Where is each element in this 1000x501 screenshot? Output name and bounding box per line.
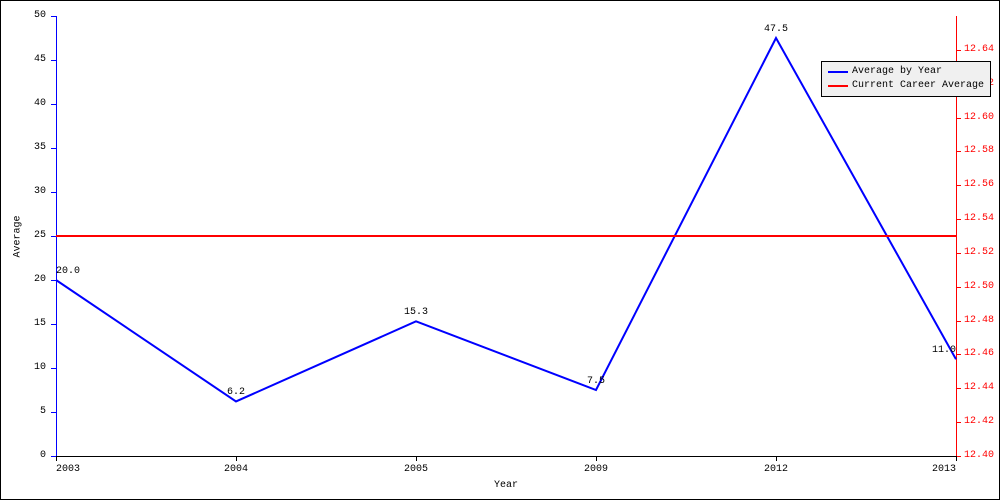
- data-label: 7.5: [587, 376, 605, 387]
- data-label: 47.5: [764, 24, 788, 35]
- legend-item: Current Career Average: [828, 79, 984, 93]
- legend-label: Current Career Average: [852, 79, 984, 93]
- legend-label: Average by Year: [852, 65, 942, 79]
- legend-item: Average by Year: [828, 65, 984, 79]
- line-chart: 0510152025303540455012.4012.4212.4412.46…: [0, 0, 1000, 500]
- data-label: 11.0: [932, 345, 956, 356]
- legend-line: [828, 85, 848, 87]
- data-label: 15.3: [404, 307, 428, 318]
- legend-line: [828, 71, 848, 73]
- data-label: 20.0: [56, 266, 80, 277]
- data-label: 6.2: [227, 387, 245, 398]
- legend: Average by YearCurrent Career Average: [821, 61, 991, 97]
